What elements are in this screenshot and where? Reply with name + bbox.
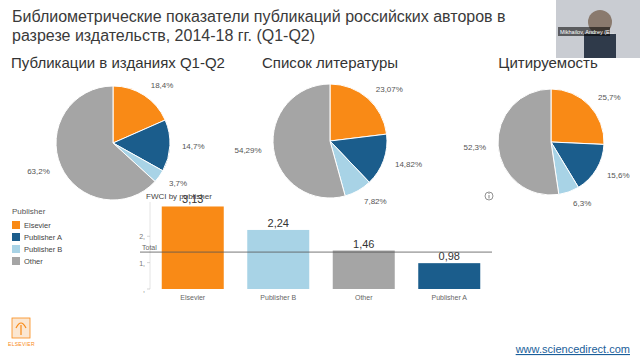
slide-title: разрезе издательств, 2014-18 гг. (Q1-Q2) — [12, 27, 315, 44]
data-label: 1,46 — [353, 238, 374, 250]
pie — [273, 84, 387, 198]
reference-label: Total — [142, 244, 157, 251]
webcam — [556, 0, 640, 58]
logo — [12, 318, 30, 338]
info-icon — [485, 192, 493, 200]
pie — [498, 89, 604, 195]
x-tick-label: Publisher B — [260, 294, 296, 301]
y-tick-label: 2, — [139, 233, 145, 240]
legend-entry: Other — [24, 257, 43, 266]
legend-swatch — [12, 245, 20, 253]
y-tick — [147, 262, 150, 263]
data-label: 23,07% — [376, 85, 403, 94]
x-tick-label: Other — [355, 294, 373, 301]
bar — [162, 206, 224, 289]
legend-swatch — [12, 257, 20, 265]
data-label: 25,7% — [598, 93, 621, 102]
pie-title: Публикации в изданиях Q1-Q2 — [11, 54, 225, 71]
y-tick — [147, 289, 150, 290]
pie-title: Цитируемость — [498, 54, 598, 71]
pie-slice — [551, 89, 604, 144]
legend-entry: Elsevier — [24, 221, 51, 230]
bar — [418, 263, 480, 289]
slide-title: Библиометрические показатели публикаций … — [12, 8, 506, 25]
data-label: 54,29% — [234, 146, 261, 155]
reference-line — [140, 252, 492, 253]
pie — [56, 86, 170, 200]
data-label: 18,4% — [151, 81, 174, 90]
background — [0, 0, 640, 360]
data-label: 52,3% — [463, 143, 486, 152]
data-label: 6,3% — [573, 199, 591, 208]
x-tick-label: Elsevier — [180, 294, 206, 301]
data-label: 7,82% — [364, 197, 387, 206]
legend-title: Publisher — [12, 207, 46, 216]
logo-text: ELSEVIER — [8, 341, 35, 347]
pie-title: Список литературы — [262, 54, 398, 71]
bar — [333, 251, 395, 289]
logo-icon — [12, 318, 30, 338]
pie-slice — [56, 86, 155, 200]
data-label: 14,82% — [395, 160, 422, 169]
legend-swatch — [12, 233, 20, 241]
info-icon — [488, 193, 489, 194]
footer-url: www.sciencedirect.com — [515, 343, 630, 355]
bar — [247, 230, 309, 289]
slide: Библиометрические показатели публикаций … — [0, 0, 640, 360]
legend-entry: Publisher A — [24, 233, 62, 242]
info-icon — [489, 195, 490, 199]
pie-slice — [273, 84, 345, 198]
y-tick — [147, 236, 150, 237]
legend-entry: Publisher B — [24, 245, 62, 254]
x-tick-label: Publisher A — [432, 294, 468, 301]
y-tick-label: 1, — [139, 260, 145, 267]
data-label: 14,7% — [182, 142, 205, 151]
pie-slice — [498, 89, 559, 195]
bars — [162, 206, 481, 289]
data-label: 3,7% — [169, 179, 187, 188]
data-label: 15,6% — [607, 171, 630, 180]
data-label: 63,2% — [27, 167, 50, 176]
y-tick-label: , — [143, 286, 145, 293]
legend-swatch — [12, 221, 20, 229]
data-label: 3,13 — [182, 193, 203, 205]
speaker-name: Mikhailov, Andrey (E... — [560, 29, 615, 35]
data-label: 2,24 — [268, 217, 289, 229]
logo-icon — [16, 323, 26, 335]
